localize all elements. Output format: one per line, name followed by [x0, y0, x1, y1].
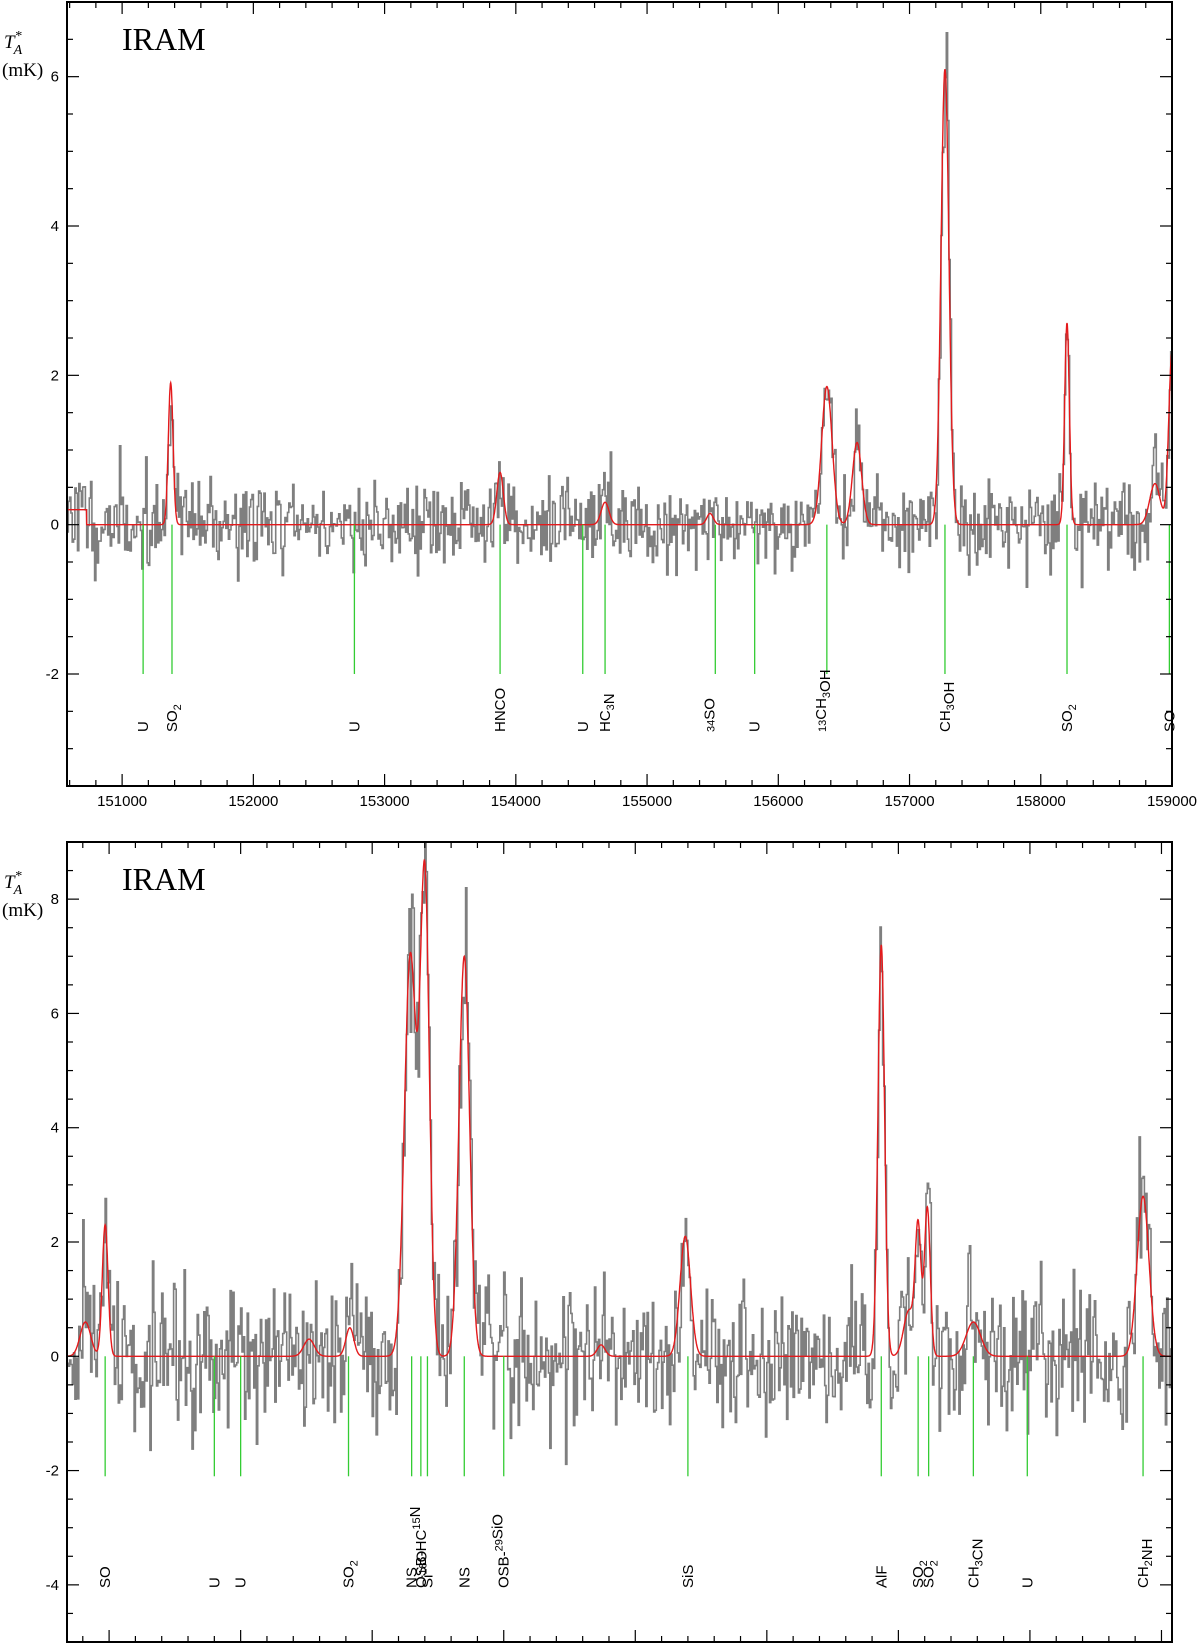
transition-label: SO2 — [341, 1560, 361, 1588]
y-tick-label: 8 — [51, 891, 59, 908]
x-tick-label: 157000 — [884, 793, 934, 810]
x-tick-label: 159000 — [1147, 793, 1197, 810]
transition-label: U — [233, 1577, 250, 1588]
y-axis-unit: (mK) — [2, 60, 43, 81]
transition-label: Si18O — [413, 1551, 436, 1588]
transition-label: NS — [404, 1567, 421, 1588]
transition-label: U — [206, 1577, 223, 1588]
transition-label: CH3CN — [965, 1539, 986, 1588]
transition-label: 34SO — [701, 698, 718, 732]
transition-label: SO — [1161, 710, 1178, 732]
transition-label: OSB-HC15N — [407, 1507, 430, 1588]
y-tick-label: 0 — [51, 1348, 59, 1365]
y-axis-label: T* A — [4, 869, 23, 898]
y-tick-label: 2 — [51, 367, 59, 384]
y-tick-label: 4 — [51, 1120, 59, 1137]
y-tick-label: 4 — [51, 218, 59, 235]
transition-label: U — [575, 721, 592, 732]
observed-spectrum — [67, 31, 1172, 589]
x-tick-label: 151000 — [97, 793, 147, 810]
transition-label: SO2 — [1059, 704, 1079, 732]
y-tick-label: 0 — [51, 517, 59, 534]
x-tick-label: 155000 — [622, 793, 672, 810]
transition-label: SiS — [680, 1565, 697, 1588]
transition-label: OSB-29SiO — [490, 1514, 513, 1588]
transition-label: SO — [97, 1566, 114, 1588]
plot-frame — [66, 841, 1173, 1643]
x-tick-label: 158000 — [1016, 793, 1066, 810]
y-axis-label: T* A — [4, 29, 23, 58]
y-tick-label: -2 — [46, 1463, 59, 1480]
transition-label: CH3OH — [937, 682, 958, 732]
model-spectrum — [67, 68, 1172, 526]
transition-label: U — [135, 721, 152, 732]
transition-label: SO2 — [910, 1560, 930, 1588]
transition-label: HNCO — [492, 688, 509, 732]
transition-label: NS — [456, 1567, 473, 1588]
transition-label: U — [1019, 1577, 1036, 1588]
transition-label: U — [346, 721, 363, 732]
x-tick-label: 154000 — [491, 793, 541, 810]
transition-label: CH2NH — [1135, 1539, 1156, 1588]
chart-title: IRAM — [122, 21, 206, 57]
transition-label: AlF — [873, 1566, 890, 1589]
panel-top: U SO2 U HNCO U HC3N 34SO U 13CH3OH CH3OH SO2 SO 1510… — [2, 1, 1197, 810]
transition-label: HC3N — [597, 693, 618, 732]
y-axis-unit: (mK) — [2, 900, 43, 921]
y-tick-label: 2 — [51, 1234, 59, 1251]
transition-label: 13CH3OH — [813, 669, 834, 732]
plot-frame — [66, 1, 1173, 787]
x-tick-label: 152000 — [228, 793, 278, 810]
transition-label: U — [747, 721, 764, 732]
model-spectrum — [67, 858, 1172, 1357]
observed-spectrum — [67, 842, 1172, 1466]
x-tick-label: 156000 — [753, 793, 803, 810]
transition-label: SO2 — [164, 704, 184, 732]
y-tick-label: 6 — [51, 69, 59, 86]
chart-title: IRAM — [122, 861, 206, 897]
y-tick-label: -4 — [46, 1577, 59, 1594]
y-tick-label: 6 — [51, 1005, 59, 1022]
transition-label: SO2 — [921, 1560, 941, 1588]
y-tick-label: -2 — [46, 666, 59, 683]
x-tick-label: 153000 — [360, 793, 410, 810]
